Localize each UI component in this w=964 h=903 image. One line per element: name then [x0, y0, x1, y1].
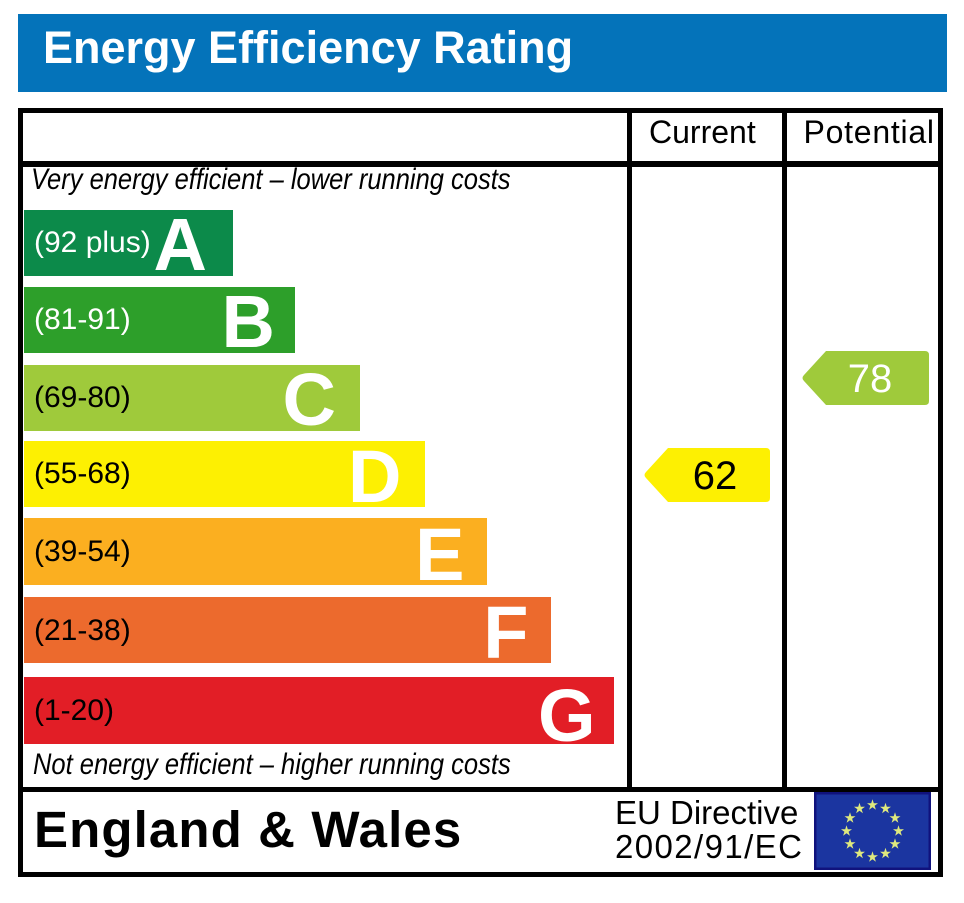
svg-text:78: 78 — [848, 357, 893, 401]
svg-text:62: 62 — [693, 454, 738, 498]
